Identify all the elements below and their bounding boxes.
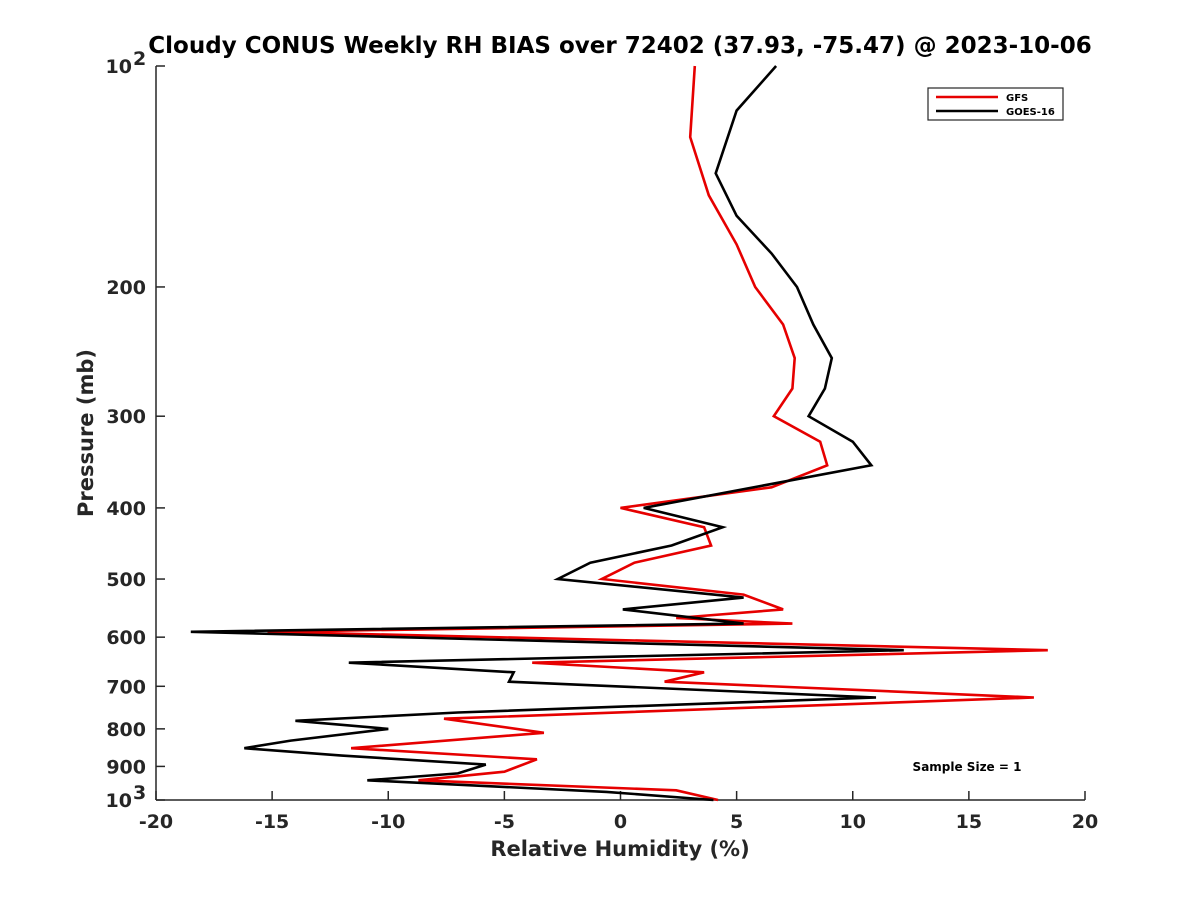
y-tick-exponent: 3 bbox=[133, 782, 146, 804]
legend-box bbox=[927, 87, 1064, 121]
y-tick-label: 700 bbox=[106, 676, 146, 698]
y-tick-label: 300 bbox=[106, 406, 146, 428]
y-tick-exponent: 2 bbox=[133, 48, 146, 70]
y-tick-label: 800 bbox=[106, 719, 146, 741]
sample-size-annotation: Sample Size = 1 bbox=[913, 760, 1022, 774]
legend-label: GOES-16 bbox=[1006, 107, 1055, 118]
y-tick-label: 10 bbox=[106, 790, 132, 812]
legend: GFS GOES-16 bbox=[927, 87, 1064, 121]
series-line-gfs bbox=[267, 65, 1048, 802]
y-tick-label: 10 bbox=[106, 56, 132, 78]
series-lines bbox=[190, 65, 1048, 802]
x-tick-label: -20 bbox=[139, 811, 173, 833]
y-tick-label: 200 bbox=[106, 277, 146, 299]
x-tick-label: 15 bbox=[956, 811, 982, 833]
y-tick-label: 400 bbox=[106, 498, 146, 520]
x-tick-label: -5 bbox=[494, 811, 515, 833]
x-tick-label: -10 bbox=[371, 811, 405, 833]
x-tick-label: -15 bbox=[255, 811, 289, 833]
x-tick-label: 5 bbox=[730, 811, 743, 833]
legend-label: GFS bbox=[1006, 93, 1028, 104]
x-axis-label: Relative Humidity (%) bbox=[490, 837, 749, 861]
x-tick-label: 20 bbox=[1072, 811, 1098, 833]
x-tick-label: 10 bbox=[840, 811, 866, 833]
y-axis-label: Pressure (mb) bbox=[74, 349, 98, 517]
y-tick-label: 500 bbox=[106, 569, 146, 591]
y-tick-label: 600 bbox=[106, 627, 146, 649]
x-tick-label: 0 bbox=[614, 811, 627, 833]
chart-title: Cloudy CONUS Weekly RH BIAS over 72402 (… bbox=[148, 33, 1091, 59]
series-line-goes-16 bbox=[190, 65, 904, 802]
y-tick-label: 900 bbox=[106, 756, 146, 778]
